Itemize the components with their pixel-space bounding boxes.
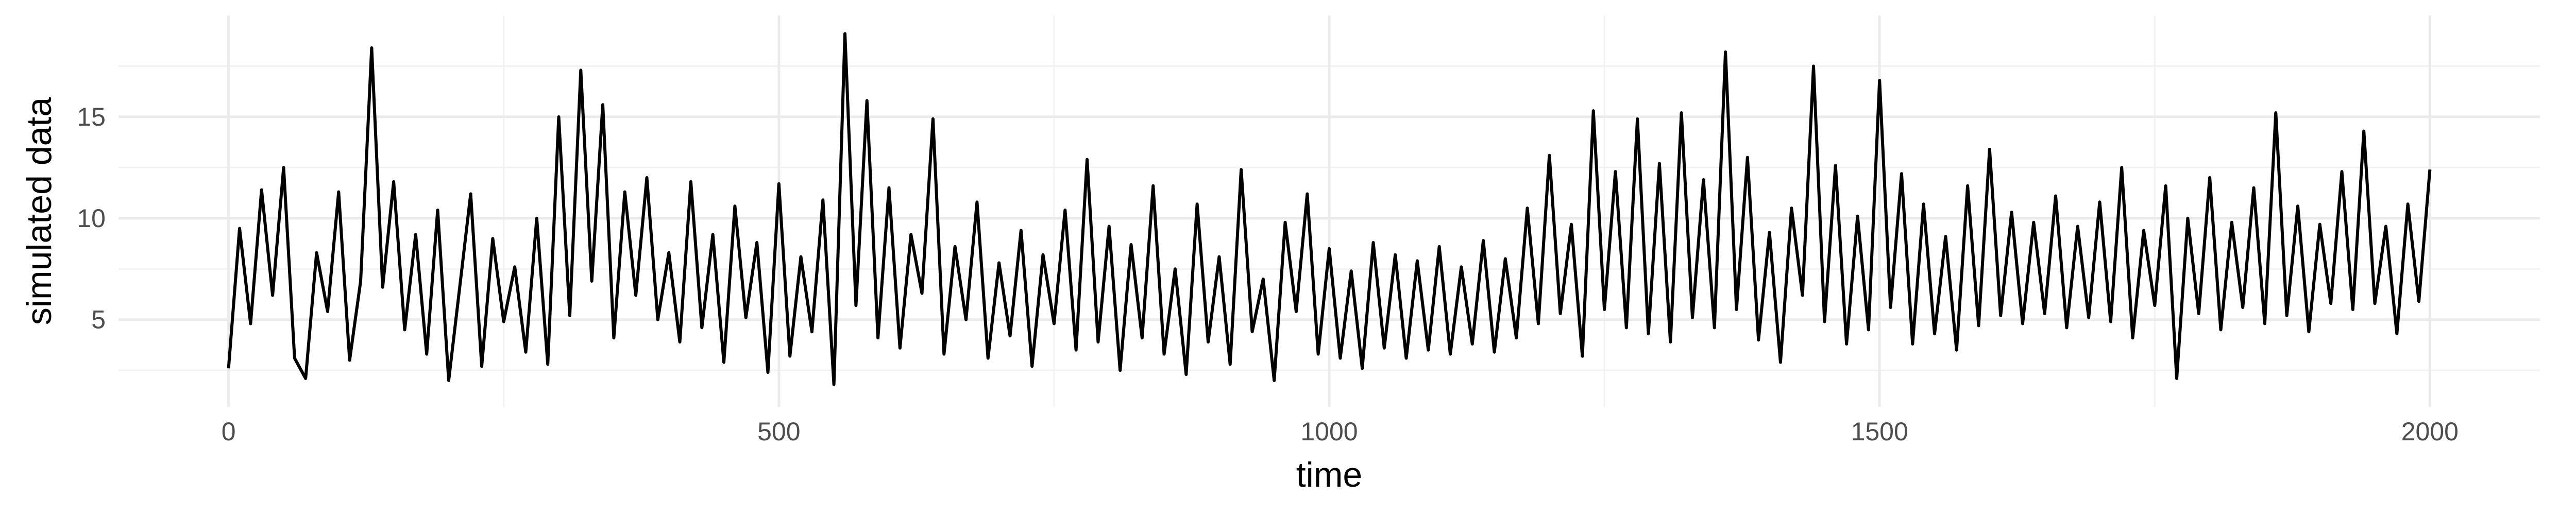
series-line xyxy=(227,32,2432,386)
x-tick-label: 0 xyxy=(222,417,236,446)
x-tick-label: 1000 xyxy=(1300,417,1358,446)
x-tick-label: 500 xyxy=(757,417,800,446)
y-axis-title: simulated data xyxy=(20,97,59,325)
y-tick-label: 15 xyxy=(77,102,106,131)
series-layer xyxy=(227,32,2432,386)
x-axis-title: time xyxy=(1296,455,1362,494)
x-tick-label: 1500 xyxy=(1851,417,1908,446)
y-axis-ticks: 5 10 15 xyxy=(77,102,106,334)
x-axis-ticks: 0 500 1000 1500 2000 xyxy=(222,417,2459,446)
y-tick-label: 5 xyxy=(91,305,106,334)
y-tick-label: 10 xyxy=(77,204,106,233)
x-tick-label: 2000 xyxy=(2401,417,2459,446)
